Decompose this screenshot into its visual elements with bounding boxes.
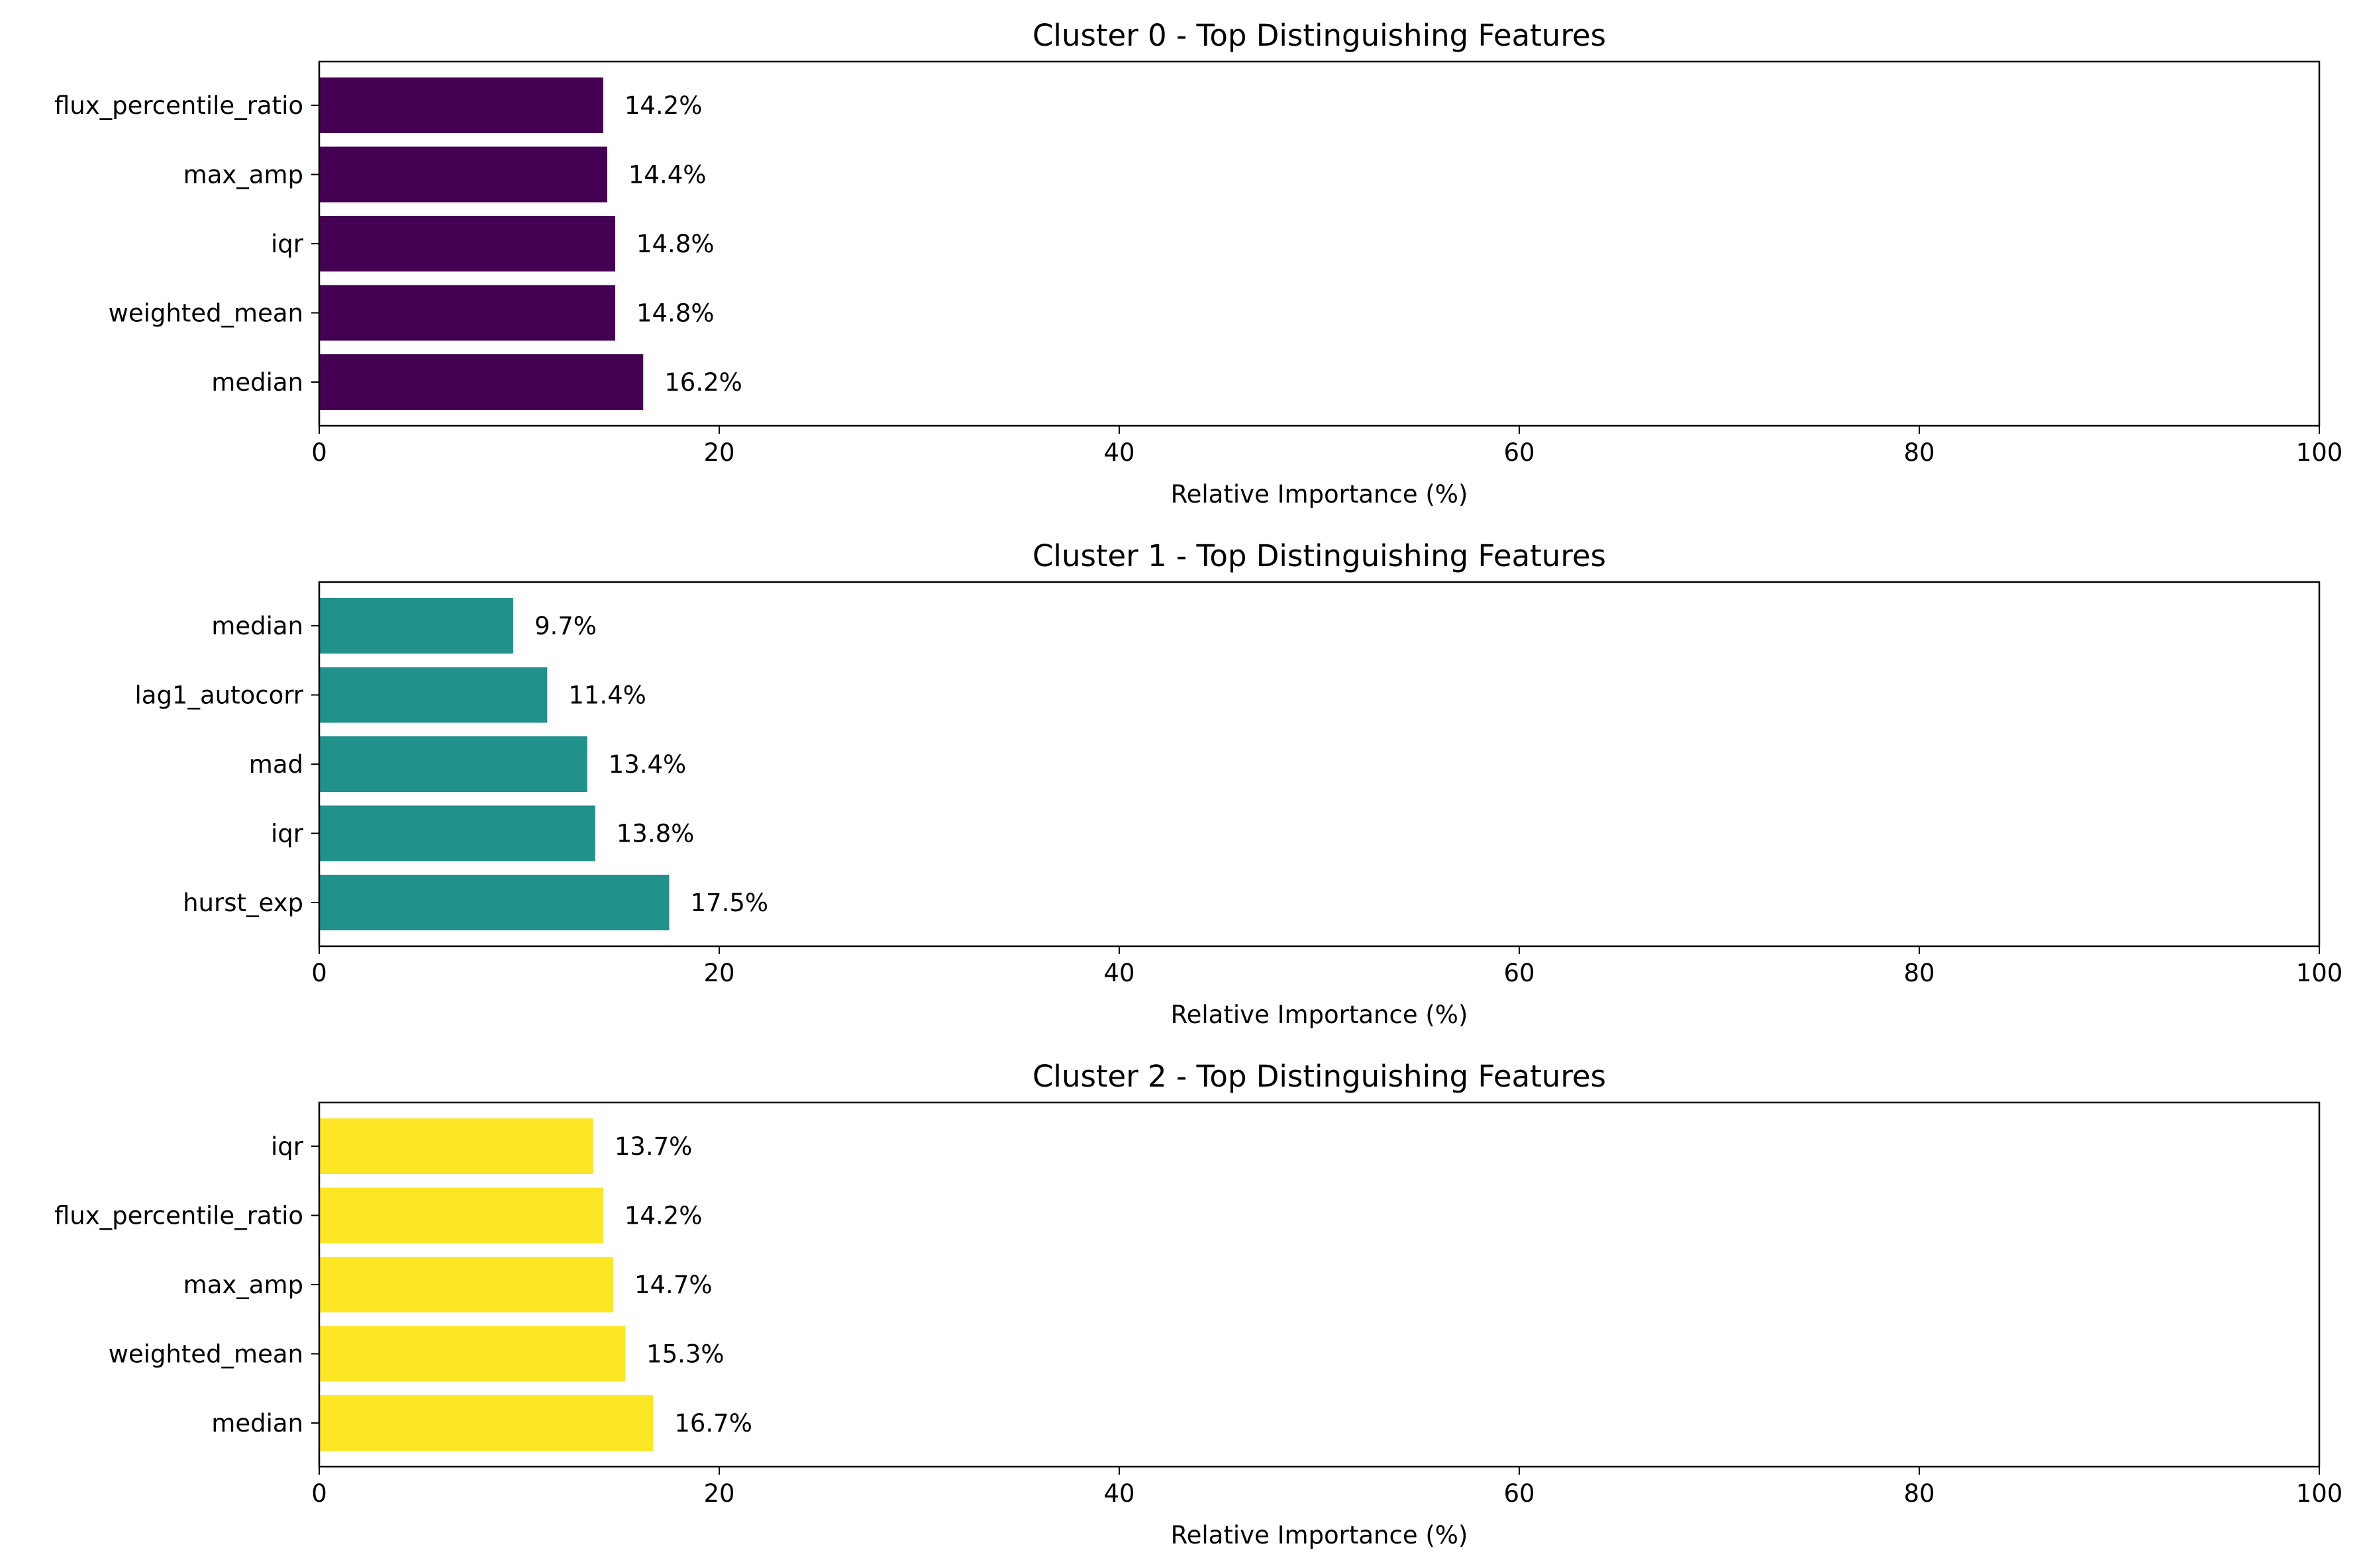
y-tick-label: weighted_mean [109,299,303,328]
x-tick-label: 20 [703,438,734,467]
x-tick-label: 40 [1103,959,1134,987]
x-tick-label: 20 [703,1479,734,1508]
y-tick-label: median [211,612,303,640]
chart-panel-0: Cluster 0 - Top Distinguishing Features 1… [54,18,2342,509]
y-tick-label: flux_percentile_ratio [54,91,303,120]
bar-value-label: 13.8% [617,820,695,848]
y-tick-label: hurst_exp [183,889,303,917]
x-tick-label: 80 [1903,438,1935,467]
x-tick-label: 60 [1503,959,1534,987]
bar-iqr [319,1118,593,1174]
axes-frame [318,60,2321,427]
bar-value-label: 14.7% [634,1271,713,1299]
x-tick-label: 60 [1503,1479,1534,1508]
chart-title: Cluster 0 - Top Distinguishing Features [1032,18,1606,53]
y-tick-label: median [211,1409,303,1438]
y-tick-label: flux_percentile_ratio [54,1202,303,1230]
bar-value-label: 16.7% [674,1409,752,1438]
x-tick-label: 100 [2296,959,2343,987]
x-axis-label: Relative Importance (%) [1171,480,1468,509]
x-tick-label: 20 [703,959,734,987]
x-tick-label: 0 [311,1479,327,1508]
bar-value-label: 14.2% [625,91,703,120]
bar-value-label: 13.4% [609,750,687,779]
x-tick-label: 100 [2296,438,2343,467]
chart-title: Cluster 2 - Top Distinguishing Features [1032,1059,1606,1094]
x-tick-label: 0 [311,438,327,467]
bar-value-label: 13.7% [615,1132,693,1161]
bar-flux-percentile-ratio [319,77,603,133]
x-axis-label: Relative Importance (%) [1171,1001,1468,1029]
y-tick-label: median [211,368,303,397]
x-tick-label: 60 [1503,438,1534,467]
chart-panel-2: Cluster 2 - Top Distinguishing Features 1… [54,1059,2342,1549]
bar-max-amp [319,146,607,203]
bar-median [319,354,644,410]
bar-value-label: 16.2% [664,368,742,397]
x-tick-label: 40 [1103,438,1134,467]
y-tick-label: max_amp [183,161,303,189]
bar-flux-percentile-ratio [319,1187,603,1244]
bar-value-label: 17.5% [691,889,769,917]
axes-frame [318,1101,2321,1468]
x-tick-label: 100 [2296,1479,2343,1508]
x-tick-label: 80 [1903,1479,1935,1508]
y-tick-label: iqr [271,230,304,258]
bar-max-amp [319,1257,613,1312]
bar-weighted-mean [319,285,615,341]
bar-value-label: 11.4% [568,681,646,710]
bar-iqr [319,805,595,861]
bar-value-label: 14.8% [636,299,715,328]
bar-value-label: 9.7% [534,612,597,640]
bar-value-label: 14.2% [625,1202,703,1230]
chart-panel-1: Cluster 1 - Top Distinguishing Features 1… [134,538,2342,1029]
bar-iqr [319,216,615,271]
x-tick-label: 40 [1103,1479,1134,1508]
axes-frame [318,581,2321,948]
bar-value-label: 14.8% [636,230,715,258]
bar-weighted-mean [319,1326,626,1382]
bar-median [319,1395,654,1451]
y-tick-label: lag1_autocorr [134,681,303,710]
x-axis-label: Relative Importance (%) [1171,1521,1468,1549]
bar-value-label: 15.3% [646,1340,725,1369]
bar-lag1-autocorr [319,667,548,723]
x-tick-label: 0 [311,959,327,987]
bar-mad [319,736,587,792]
chart-title: Cluster 1 - Top Distinguishing Features [1032,538,1606,573]
bar-value-label: 14.4% [628,161,707,189]
y-tick-label: iqr [271,1132,304,1161]
y-tick-label: iqr [271,820,304,848]
x-tick-label: 80 [1903,959,1935,987]
y-tick-label: weighted_mean [109,1340,303,1369]
bar-hurst-exp [319,875,670,930]
y-tick-label: mad [249,750,303,779]
y-tick-label: max_amp [183,1271,303,1299]
bar-median [319,598,513,654]
